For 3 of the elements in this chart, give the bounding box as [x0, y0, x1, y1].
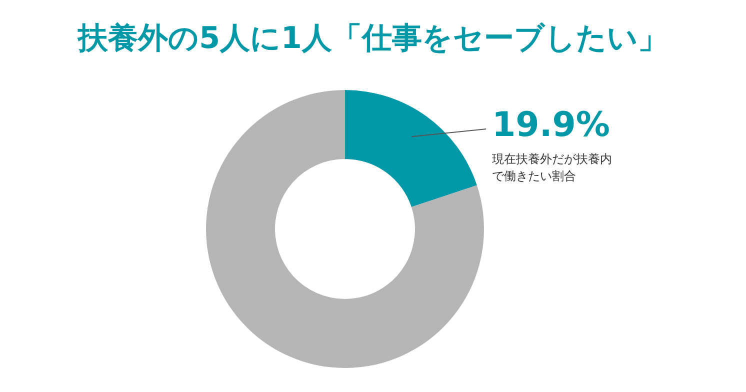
data-label: 19.9% — [492, 105, 611, 145]
slice-label: 現在扶養外だが扶養内で働きたい割合 — [492, 151, 613, 185]
chart-title: 扶養外の5人に1人「仕事をセーブしたい」 — [76, 20, 669, 58]
